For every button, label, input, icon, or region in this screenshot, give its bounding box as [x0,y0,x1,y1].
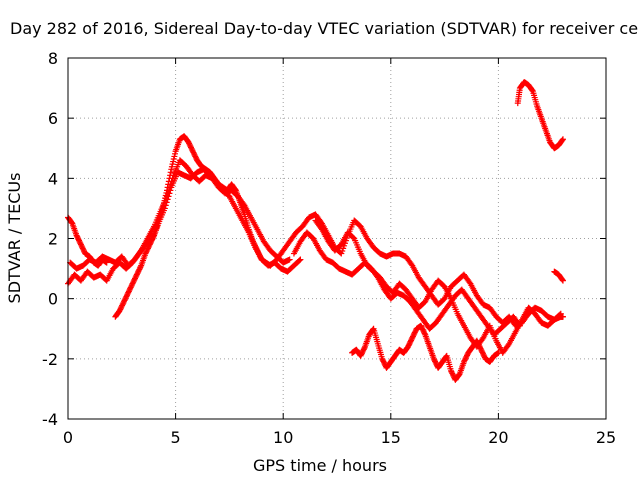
data-point-dense [167,172,174,179]
data-point [297,256,304,263]
data-point-dense [466,279,473,286]
x-tick-label: 0 [63,428,73,447]
y-axis-label: SDTVAR / TECUs [5,172,24,304]
data-point [557,310,564,317]
y-tick-label: -4 [42,410,58,429]
data-point-dense [137,248,144,255]
data-point-dense [164,184,171,191]
data-point-dense [529,87,536,94]
data-point [559,277,566,284]
x-tick-label: 20 [488,428,508,447]
data-point-dense [556,311,563,318]
data-point-dense [408,261,415,268]
data-point-dense [150,233,157,240]
y-tick-label: 2 [48,230,58,249]
data-point-dense [167,169,174,176]
data-point [495,349,502,356]
y-tick-label: -2 [42,350,58,369]
data-point [163,187,170,194]
y-tick-label: 8 [48,49,58,68]
data-point-dense [166,175,173,182]
data-point-dense [165,178,172,185]
data-points [65,79,566,383]
data-point-dense [361,345,368,352]
x-tick-label: 5 [171,428,181,447]
data-point-dense [369,326,376,333]
data-point-dense [350,234,357,241]
data-point-dense [318,225,325,232]
x-tick-label: 15 [381,428,401,447]
x-tick-label: 25 [596,428,616,447]
data-point-dense [505,342,512,349]
data-point-dense [137,263,144,270]
data-point-dense [443,353,450,360]
data-point-dense [296,257,303,264]
x-tick-label: 10 [273,428,293,447]
data-point [286,256,293,263]
x-axis-label: GPS time / hours [253,456,387,475]
data-point-dense [421,330,428,337]
grid-lines [68,58,606,419]
data-point [559,136,566,143]
data-point-dense [165,181,172,188]
y-tick-label: 0 [48,290,58,309]
y-tick-label: 4 [48,169,58,188]
data-point-dense [559,137,566,144]
chart-title: Day 282 of 2016, Sidereal Day-to-day VTE… [10,19,639,38]
y-tick-label: 6 [48,109,58,128]
axis-ticks: 0 5 10 15 20 25 -4 -2 0 2 4 6 8 [42,49,616,447]
data-point-dense [559,276,566,283]
data-point-dense [479,336,486,343]
